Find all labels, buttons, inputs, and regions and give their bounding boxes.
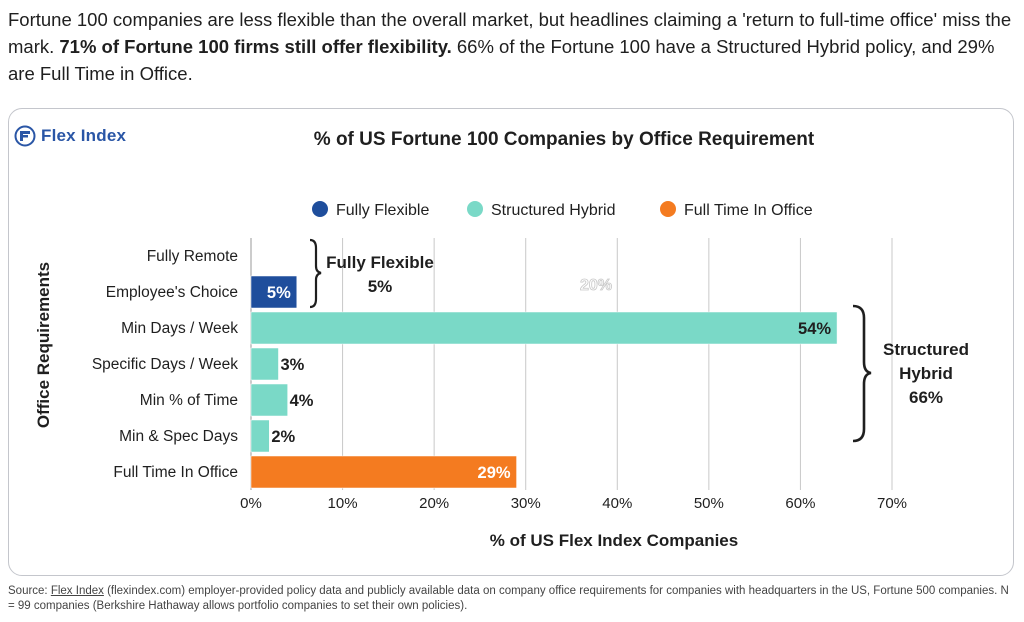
legend-label-2: Full Time In Office — [684, 202, 813, 219]
x-tick-label-7: 70% — [877, 495, 907, 512]
data-label-5: 2% — [271, 428, 295, 446]
bar-1 — [250, 275, 298, 309]
y-axis-tick-labels: Fully Remote Employee's Choice Min Days / … — [92, 248, 238, 481]
source-link[interactable]: Flex Index — [50, 585, 104, 597]
flex-index-logo: Flex Index — [14, 125, 126, 147]
x-axis-label: % of US Flex Index Companies — [490, 531, 738, 550]
source-prefix: Source: — [8, 585, 51, 597]
chart-annotations: Fully Flexible 5% Structured Hybrid 66% 20% — [309, 238, 969, 443]
y-tick-label-5: Min & Spec Days — [119, 428, 238, 445]
brace-structured-hybrid — [852, 304, 872, 443]
bar-4 — [250, 383, 288, 417]
annotation-structured-hybrid-1: Hybrid — [899, 364, 953, 383]
x-tick-label-4: 40% — [602, 495, 632, 512]
x-tick-label-3: 30% — [511, 495, 541, 512]
annotation-20-percent: 20% — [580, 277, 612, 294]
y-tick-label-2: Min Days / Week — [121, 320, 238, 337]
flex-index-logo-icon — [14, 125, 36, 147]
intro-part2: 66% of the Fortune 100 have a Structured… — [8, 36, 995, 84]
bar-6 — [250, 455, 517, 489]
bar-3 — [250, 347, 279, 381]
chart-bars: 5% 54% 3% 4% 2% 29% — [250, 275, 838, 489]
flex-index-logo-text: Flex Index — [41, 126, 127, 145]
legend-marker-1 — [467, 201, 483, 217]
annotation-fully-flexible-0: Fully Flexible — [326, 253, 434, 272]
data-label-1: 5% — [267, 284, 291, 302]
data-label-4: 4% — [290, 392, 314, 410]
data-label-2: 54% — [798, 320, 831, 338]
y-tick-label-3: Specific Days / Week — [92, 356, 238, 373]
x-axis-tick-labels: 0% 10% 20% 30% 40% 50% 60% 70% — [240, 495, 907, 512]
y-axis-label: Office Requirements — [34, 262, 53, 428]
y-tick-label-6: Full Time In Office — [113, 464, 238, 481]
intro-part1: Fortune 100 companies are less flexible … — [8, 9, 1012, 57]
legend-label-0: Fully Flexible — [336, 202, 429, 219]
x-tick-label-6: 60% — [785, 495, 815, 512]
data-label-3: 3% — [280, 356, 304, 374]
data-label-6: 29% — [478, 464, 511, 482]
source-note: Source: Flex Index (flexindex.com) emplo… — [8, 584, 1018, 614]
bar-5 — [250, 419, 270, 453]
x-tick-label-1: 10% — [328, 495, 358, 512]
intro-text: Fortune 100 companies are less flexible … — [8, 6, 1013, 87]
chart-grid — [250, 238, 893, 490]
x-tick-label-0: 0% — [240, 495, 262, 512]
annotation-structured-hybrid-0: Structured — [883, 340, 969, 359]
legend-marker-0 — [312, 201, 328, 217]
brace-fully-flexible — [309, 238, 322, 309]
y-tick-label-0: Fully Remote — [147, 248, 238, 265]
chart-legend: Fully Flexible Structured Hybrid Full Time… — [312, 201, 813, 219]
annotation-structured-hybrid-2: 66% — [909, 388, 943, 407]
bar-2 — [250, 311, 838, 345]
y-tick-label-1: Employee's Choice — [106, 284, 238, 301]
intro-bold: 71% of Fortune 100 firms still offer fle… — [59, 36, 452, 57]
x-tick-label-2: 20% — [419, 495, 449, 512]
y-tick-label-4: Min % of Time — [140, 392, 238, 409]
annotation-fully-flexible-1: 5% — [368, 277, 393, 296]
legend-label-1: Structured Hybrid — [491, 202, 616, 219]
chart-title: % of US Fortune 100 Companies by Office … — [314, 129, 815, 150]
x-tick-label-5: 50% — [694, 495, 724, 512]
legend-marker-2 — [660, 201, 676, 217]
source-text: (flexindex.com) employer-provided policy… — [8, 585, 1009, 612]
